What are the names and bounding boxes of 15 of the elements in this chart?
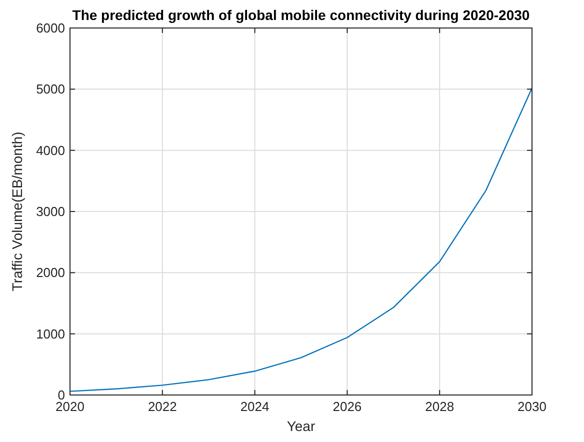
y-tick-label: 1000 xyxy=(36,326,65,342)
x-tick-label: 2026 xyxy=(332,399,362,414)
y-axis-title: Traffic Volume(EB/month) xyxy=(9,132,25,292)
chart-title: The predicted growth of global mobile connectivity during 2020-2030 xyxy=(72,7,530,23)
x-tick-label: 2024 xyxy=(240,399,270,414)
y-tick-label: 6000 xyxy=(36,20,65,36)
y-tick-label: 2000 xyxy=(36,265,65,280)
x-axis-title: Year xyxy=(286,418,316,434)
line-series xyxy=(69,87,533,392)
y-tick-label: 3000 xyxy=(36,204,65,219)
x-tick-label: 2028 xyxy=(425,399,454,414)
y-tick-label: 4000 xyxy=(36,142,65,158)
x-tick-label: 2022 xyxy=(148,399,177,414)
x-tick-label: 2030 xyxy=(518,399,546,414)
y-tick-label: 5000 xyxy=(36,82,65,97)
